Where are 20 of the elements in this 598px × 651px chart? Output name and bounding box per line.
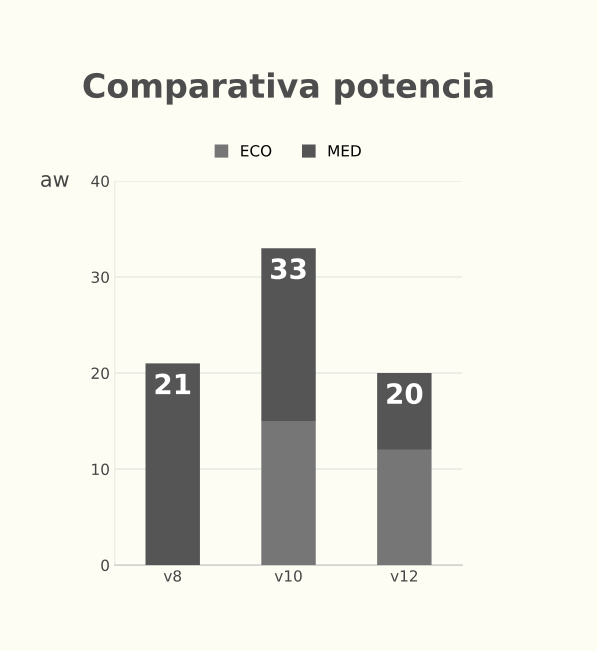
y-tick-label: 0 xyxy=(101,560,109,572)
bar xyxy=(261,248,316,422)
x-tick-label: v10 xyxy=(274,570,302,582)
bar xyxy=(146,363,200,566)
y-tick-label: 20 xyxy=(92,367,109,380)
bar xyxy=(377,373,432,450)
x-tick-label: v12 xyxy=(390,570,418,582)
total-label: 21 xyxy=(156,374,190,394)
total-label: 20 xyxy=(387,383,422,404)
bar xyxy=(261,421,316,566)
y-axis-title: aw xyxy=(41,175,69,188)
x-tick-label: v8 xyxy=(164,570,182,582)
y-tick-label: 10 xyxy=(92,464,109,476)
legend-label: MED xyxy=(328,145,361,156)
chart-title: Comparativa potencia xyxy=(84,72,493,105)
y-tick-label: 40 xyxy=(91,175,109,187)
y-tick-label: 30 xyxy=(92,271,109,284)
legend-label: ECO xyxy=(241,145,272,157)
bar xyxy=(377,450,432,566)
total-label: 33 xyxy=(271,258,306,280)
